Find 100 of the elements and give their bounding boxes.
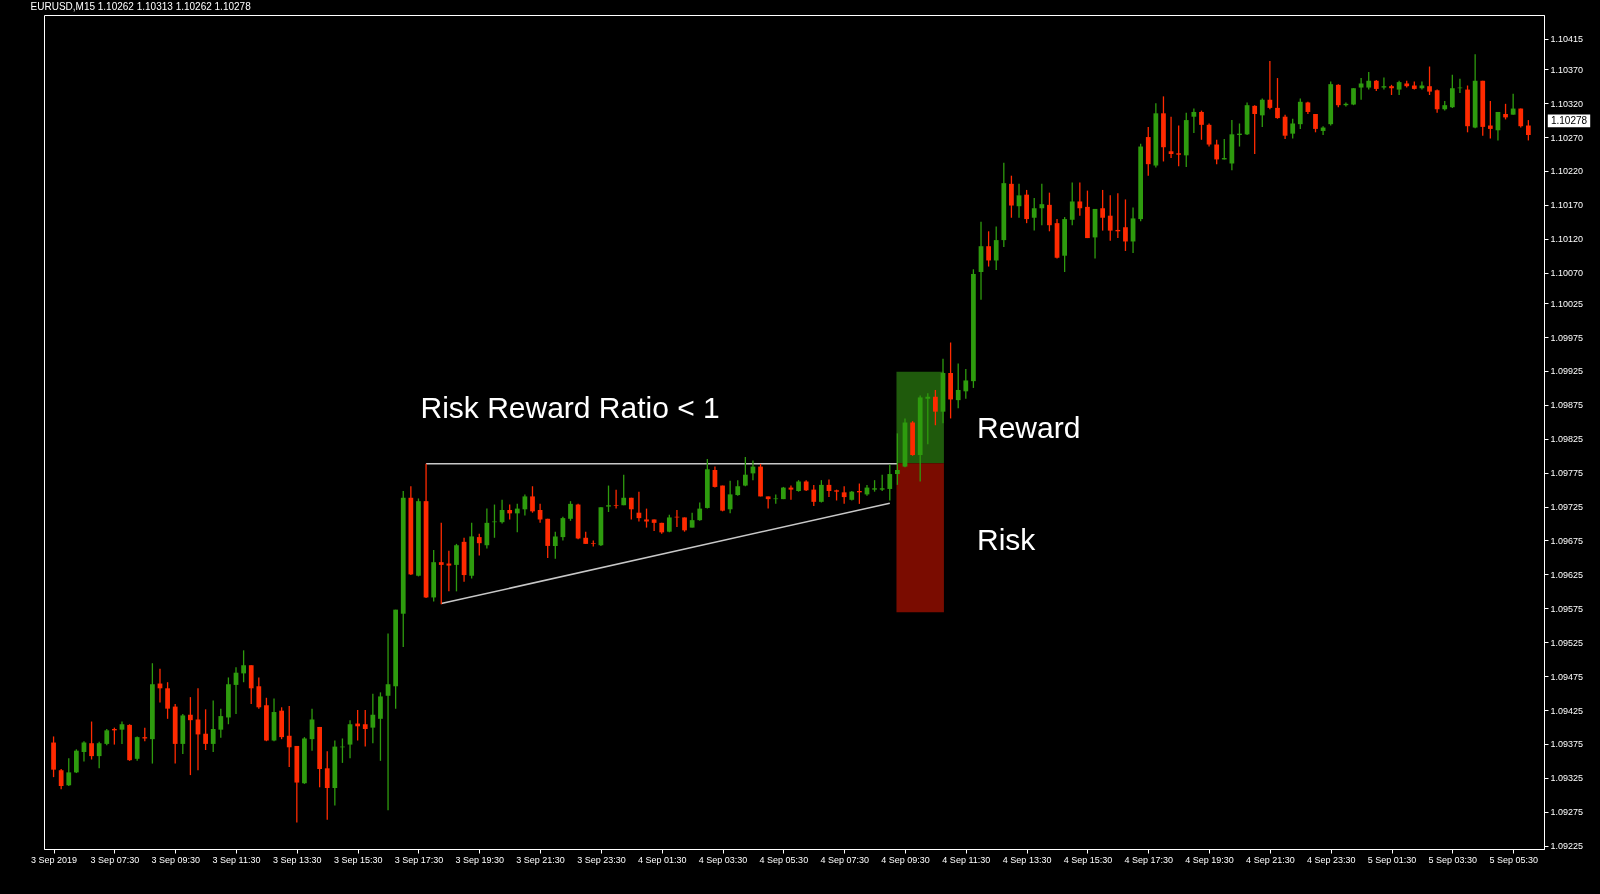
- candlestick: [1039, 183, 1045, 226]
- y-tick-label: 1.09575: [1550, 603, 1584, 614]
- y-tick-label: 1.09525: [1550, 637, 1584, 648]
- annotation: Risk Reward Ratio < 1: [420, 391, 720, 425]
- candlestick: [530, 485, 535, 514]
- candlestick: [986, 230, 991, 268]
- chart-title: EURUSD,M15 1.10262 1.10313 1.10262 1.10278: [30, 1, 252, 12]
- y-tick-label: 1.09775: [1550, 468, 1584, 479]
- x-tick-label: 4 Sep 07:30: [820, 854, 869, 865]
- candlestick: [552, 531, 558, 560]
- candlestick: [1358, 77, 1364, 101]
- y-tick-label: 1.09275: [1550, 807, 1584, 818]
- y-tick-label: 1.09475: [1550, 671, 1584, 682]
- x-tick-label: 4 Sep 15:30: [1063, 854, 1113, 865]
- candlestick: [370, 693, 376, 744]
- x-tick-label: 3 Sep 15:30: [333, 854, 383, 865]
- candlestick: [165, 681, 170, 720]
- candlestick: [119, 720, 125, 745]
- x-tick-label: 3 Sep 13:30: [273, 854, 322, 865]
- candlestick: [66, 757, 72, 787]
- candlestick: [1047, 192, 1052, 232]
- candlestick: [933, 389, 938, 426]
- x-tick-label: 3 Sep 17:30: [394, 854, 444, 865]
- candlestick: [188, 696, 193, 776]
- candlestick: [1107, 194, 1113, 242]
- y-tick-label: 1.09425: [1550, 705, 1584, 716]
- x-tick-label: 4 Sep 05:30: [759, 854, 809, 865]
- x-tick-label: 3 Sep 09:30: [151, 854, 200, 865]
- x-tick-label: 4 Sep 13:30: [1002, 854, 1052, 865]
- candlestick: [476, 533, 482, 557]
- candlestick: [241, 649, 246, 683]
- y-tick-label: 1.09225: [1550, 841, 1584, 852]
- candlestick: [742, 456, 748, 487]
- candlestick: [963, 368, 969, 400]
- y-tick-label: 1.10120: [1550, 234, 1584, 245]
- x-tick-label: 3 Sep 07:30: [90, 854, 140, 865]
- candlestick: [324, 750, 330, 821]
- x-tick-label: 5 Sep 01:30: [1367, 854, 1417, 865]
- candlestick: [73, 748, 79, 774]
- candlestick: [1275, 77, 1280, 120]
- y-tick-label: 1.09375: [1550, 739, 1584, 750]
- candlestick: [134, 735, 140, 762]
- candlestick: [818, 479, 824, 504]
- candlestick: [1009, 175, 1014, 219]
- candlestick: [1487, 100, 1493, 140]
- candlestick: [286, 705, 292, 768]
- y-tick-label: 1.10025: [1550, 298, 1584, 309]
- x-tick-label: 3 Sep 2019: [31, 854, 78, 865]
- candlestick: [248, 664, 254, 705]
- x-tick-label: 3 Sep 11:30: [212, 854, 261, 865]
- candlestick: [1077, 181, 1083, 217]
- candlestick: [811, 484, 817, 507]
- y-tick-label: 1.10220: [1550, 166, 1584, 177]
- candlestick: [895, 432, 900, 486]
- y-tick-label: 1.09325: [1550, 773, 1584, 784]
- x-tick-label: 5 Sep 03:30: [1428, 854, 1478, 865]
- candlestick: [96, 741, 102, 769]
- x-tick-label: 4 Sep 21:30: [1246, 854, 1295, 865]
- annotation: Risk: [977, 523, 1037, 557]
- x-tick-label: 3 Sep 21:30: [516, 854, 565, 865]
- candlestick: [438, 522, 444, 605]
- y-tick-label: 1.10370: [1550, 64, 1584, 75]
- candlestick: [203, 708, 208, 751]
- candlestick: [1259, 97, 1265, 128]
- x-tick-label: 4 Sep 03:30: [698, 854, 748, 865]
- y-tick-label: 1.10070: [1550, 268, 1584, 279]
- candlestick: [887, 463, 893, 502]
- x-tick-label: 3 Sep 19:30: [455, 854, 505, 865]
- candlestick: [993, 225, 999, 271]
- candlestick: [1214, 139, 1220, 165]
- candlestick: [362, 709, 368, 748]
- candlestick: [1123, 198, 1128, 252]
- annotation: Reward: [977, 411, 1081, 445]
- candlestick: [454, 543, 459, 592]
- x-tick-label: 3 Sep 23:30: [577, 854, 626, 865]
- y-tick-label: 1.09675: [1550, 535, 1584, 546]
- candlestick: [218, 707, 224, 739]
- candlestick: [925, 392, 931, 445]
- y-tick-label: 1.10270: [1550, 132, 1584, 143]
- candlestick: [1525, 119, 1531, 142]
- x-tick-label: 4 Sep 11:30: [942, 854, 991, 865]
- candlestick: [1335, 83, 1341, 108]
- x-tick-label: 4 Sep 01:30: [637, 854, 687, 865]
- candlestick: [1252, 104, 1258, 155]
- y-tick-label: 1.09975: [1550, 332, 1584, 343]
- candlestick: [1199, 109, 1204, 141]
- y-tick-label: 1.09825: [1550, 434, 1584, 445]
- candlestick: [606, 484, 611, 513]
- candlestick: [1313, 113, 1318, 133]
- candlestick: [621, 474, 627, 506]
- candlestick: [446, 550, 452, 592]
- x-tick-label: 4 Sep 19:30: [1185, 854, 1234, 865]
- x-tick-label: 4 Sep 17:30: [1124, 854, 1174, 865]
- candlestick: [1449, 74, 1455, 109]
- candlestick: [1168, 116, 1174, 159]
- candlestick: [89, 720, 94, 761]
- candlestick: [1510, 93, 1516, 116]
- y-tick-label: 1.10415: [1550, 34, 1584, 45]
- candlestick: [1031, 197, 1037, 232]
- text: 1.10278: [1550, 114, 1588, 126]
